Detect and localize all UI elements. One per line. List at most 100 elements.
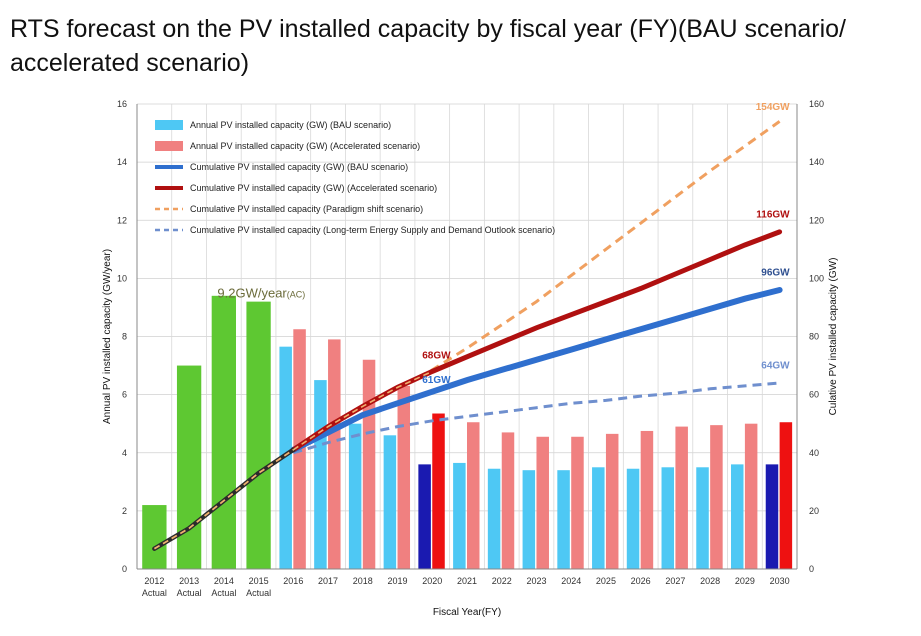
bar-bau-2024: [557, 470, 570, 569]
x-tick-label: 2026: [631, 576, 651, 586]
y2-tick-label: 80: [809, 332, 819, 342]
annotation-154gw: 154GW: [756, 102, 790, 113]
y-tick-label: 4: [122, 448, 127, 458]
bar-bau-2020: [418, 464, 431, 569]
bar-bau-2022: [487, 468, 501, 569]
y-tick-label: 2: [122, 506, 127, 516]
x-tick-label: 2013: [179, 576, 199, 586]
bar-bau-2017: [314, 380, 327, 569]
bar-accel-2026: [640, 430, 654, 569]
bar-bau-2030: [765, 464, 779, 569]
y-tick-label: 16: [117, 99, 127, 109]
legend-label-5: Cumulative PV installed capacity (Long-t…: [190, 225, 555, 235]
x-tick-label: 2016: [283, 576, 303, 586]
bar-accel-2024: [571, 436, 584, 569]
bar-bau-2016: [279, 346, 292, 569]
x-tick-label: 2012: [144, 576, 164, 586]
x-tick-label: 2017: [318, 576, 338, 586]
bar-accel-2020: [432, 413, 445, 569]
annotation-64gw: 64GW: [761, 360, 790, 371]
bar-actual-2015: [246, 301, 271, 569]
bar-bau-2018: [348, 423, 362, 569]
line-bau-cumulative: [290, 287, 783, 453]
bar-accel-2023: [536, 436, 549, 569]
x-tick-label: 2023: [526, 576, 546, 586]
y2-tick-label: 20: [809, 506, 819, 516]
x-tick-label: 2015: [249, 576, 269, 586]
y2-axis-label: Culative PV installed capacity (GW): [828, 258, 839, 416]
bar-accel-2022: [501, 432, 515, 569]
y2-tick-label: 120: [809, 215, 824, 225]
x-tick-sublabel: Actual: [211, 588, 236, 598]
bar-accel-2021: [467, 422, 480, 569]
x-tick-label: 2014: [214, 576, 234, 586]
legend-label-0: Annual PV installed capacity (GW) (BAU s…: [190, 120, 391, 130]
bar-accel-2030: [779, 422, 793, 569]
annotation-9-2gw-year: 9.2GW/year(AC): [217, 285, 305, 300]
legend-label-3: Cumulative PV installed capacity (GW) (A…: [190, 183, 437, 193]
annotation-61gw: 61GW: [422, 375, 451, 386]
y-tick-label: 8: [122, 332, 127, 342]
x-axis-label: Fiscal Year(FY): [433, 607, 501, 618]
x-tick-label: 2019: [388, 576, 408, 586]
bar-bau-2028: [696, 467, 709, 569]
y-tick-label: 0: [122, 564, 127, 574]
x-tick-label: 2028: [700, 576, 720, 586]
annotation-sub: (AC): [287, 289, 306, 299]
bar-bau-2021: [453, 462, 466, 569]
bar-actual-2012: [142, 505, 167, 569]
legend-swatch-0: [155, 120, 183, 130]
bar-accel-2019: [397, 385, 411, 569]
y-tick-label: 10: [117, 273, 127, 283]
bar-bau-2026: [626, 468, 640, 569]
x-tick-sublabel: Actual: [246, 588, 271, 598]
bar-actual-2014: [211, 295, 236, 569]
y-axis-label: Annual PV installed capacity (GW/year): [102, 249, 113, 424]
y2-tick-label: 0: [809, 564, 814, 574]
y2-tick-label: 40: [809, 448, 819, 458]
x-tick-sublabel: Actual: [177, 588, 202, 598]
x-tick-label: 2030: [770, 576, 790, 586]
y-tick-label: 14: [117, 157, 127, 167]
y2-tick-label: 140: [809, 157, 824, 167]
bar-bau-2025: [592, 467, 605, 569]
bar-actual-2013: [176, 365, 202, 569]
tick-labels: 02468101214160204060801001201401602012Ac…: [117, 99, 824, 598]
chart-title: RTS forecast on the PV installed capacit…: [10, 15, 846, 77]
bar-accel-2029: [744, 423, 758, 569]
legend-label-4: Cumulative PV installed capacity (Paradi…: [190, 204, 423, 214]
x-tick-label: 2021: [457, 576, 477, 586]
x-tick-label: 2027: [665, 576, 685, 586]
bar-bau-2027: [661, 467, 675, 569]
legend-swatch-1: [155, 141, 183, 151]
annotations: 9.2GW/year(AC) 154GW 116GW 96GW 68GW 61GW 64GW: [217, 102, 790, 386]
y2-tick-label: 60: [809, 390, 819, 400]
y2-tick-label: 160: [809, 99, 824, 109]
legend: Annual PV installed capacity (GW) (BAU s…: [155, 120, 555, 235]
y-tick-label: 12: [117, 215, 127, 225]
x-tick-label: 2025: [596, 576, 616, 586]
x-tick-label: 2020: [422, 576, 442, 586]
annotation-116gw: 116GW: [756, 209, 790, 220]
line-outlook-scenario: [292, 381, 780, 455]
bar-bau-2019: [383, 435, 397, 569]
bar-accel-2028: [710, 425, 723, 569]
x-tick-label: 2024: [561, 576, 581, 586]
x-tick-label: 2018: [353, 576, 373, 586]
x-tick-label: 2029: [735, 576, 755, 586]
bar-bau-2023: [522, 470, 536, 569]
legend-label-1: Annual PV installed capacity (GW) (Accel…: [190, 141, 420, 151]
legend-label-2: Cumulative PV installed capacity (GW) (B…: [190, 162, 408, 172]
y2-tick-label: 100: [809, 273, 824, 283]
bar-accel-2017: [328, 339, 341, 569]
annotation-68gw: 68GW: [422, 350, 451, 361]
line-accel-overlay-dash: [292, 370, 433, 451]
annotation-96gw: 96GW: [761, 267, 790, 278]
x-tick-sublabel: Actual: [142, 588, 167, 598]
y-tick-label: 6: [122, 390, 127, 400]
bar-bau-2029: [731, 464, 744, 569]
bar-accel-2018: [362, 359, 376, 569]
axes: [136, 104, 798, 570]
line-actual-cumulative-dash: [153, 449, 294, 550]
